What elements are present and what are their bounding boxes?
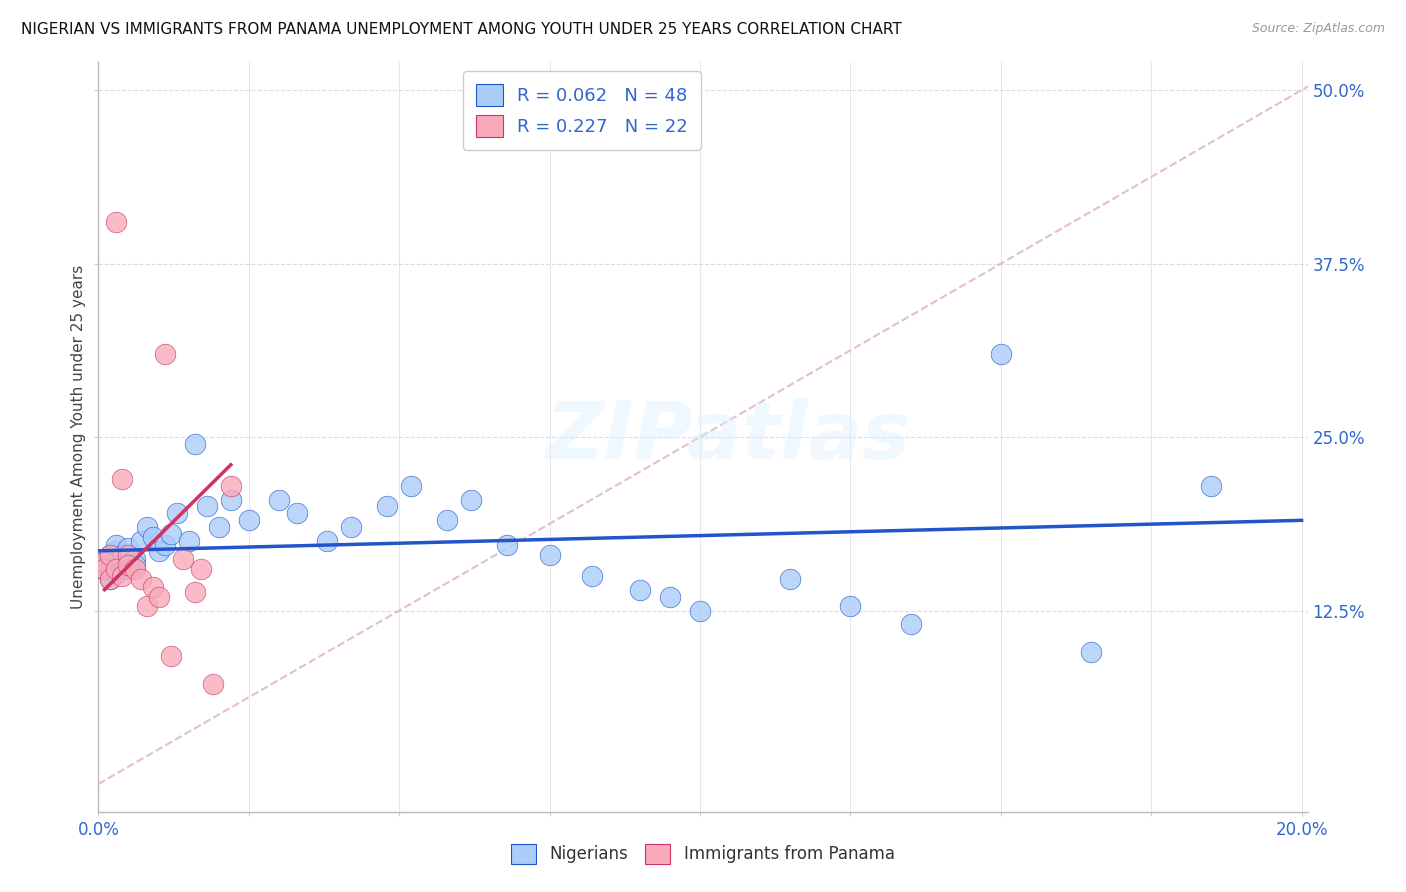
- Point: [1080, 645, 1102, 659]
- Text: ZIPatlas: ZIPatlas: [544, 398, 910, 476]
- Point: [148, 544, 170, 558]
- Point: [117, 541, 139, 555]
- Point: [219, 478, 242, 492]
- Point: [159, 649, 181, 664]
- Point: [111, 569, 134, 583]
- Point: [100, 572, 122, 586]
- Point: [93, 555, 115, 569]
- Point: [117, 558, 139, 572]
- Point: [460, 492, 482, 507]
- Point: [105, 566, 128, 580]
- Point: [105, 544, 128, 558]
- Point: [105, 538, 128, 552]
- Point: [201, 677, 224, 691]
- Point: [628, 582, 651, 597]
- Point: [105, 215, 128, 229]
- Point: [779, 572, 801, 586]
- Point: [267, 492, 290, 507]
- Point: [93, 562, 115, 576]
- Point: [142, 530, 165, 544]
- Point: [93, 562, 115, 576]
- Point: [658, 590, 681, 604]
- Point: [111, 558, 134, 572]
- Point: [436, 513, 458, 527]
- Text: NIGERIAN VS IMMIGRANTS FROM PANAMA UNEMPLOYMENT AMONG YOUTH UNDER 25 YEARS CORRE: NIGERIAN VS IMMIGRANTS FROM PANAMA UNEMP…: [21, 22, 901, 37]
- Point: [148, 590, 170, 604]
- Point: [375, 500, 398, 514]
- Point: [111, 548, 134, 562]
- Point: [153, 347, 176, 361]
- Point: [93, 558, 115, 572]
- Point: [129, 534, 152, 549]
- Point: [117, 562, 139, 576]
- Point: [172, 552, 194, 566]
- Point: [100, 548, 122, 562]
- Point: [166, 507, 188, 521]
- Point: [153, 538, 176, 552]
- Point: [900, 617, 922, 632]
- Point: [538, 548, 561, 562]
- Text: Source: ZipAtlas.com: Source: ZipAtlas.com: [1251, 22, 1385, 36]
- Legend: Nigerians, Immigrants from Panama: Nigerians, Immigrants from Panama: [505, 838, 901, 871]
- Point: [117, 548, 139, 562]
- Point: [93, 555, 115, 569]
- Point: [124, 562, 146, 576]
- Point: [1201, 478, 1223, 492]
- Point: [195, 500, 218, 514]
- Point: [159, 527, 181, 541]
- Point: [183, 585, 205, 599]
- Point: [124, 558, 146, 572]
- Point: [142, 580, 165, 594]
- Point: [105, 562, 128, 576]
- Point: [285, 507, 308, 521]
- Point: [316, 534, 339, 549]
- Point: [399, 478, 422, 492]
- Point: [129, 572, 152, 586]
- Point: [689, 603, 711, 617]
- Y-axis label: Unemployment Among Youth under 25 years: Unemployment Among Youth under 25 years: [70, 265, 86, 609]
- Point: [496, 538, 519, 552]
- Point: [219, 492, 242, 507]
- Point: [100, 548, 122, 562]
- Point: [190, 562, 212, 576]
- Point: [990, 347, 1012, 361]
- Point: [581, 569, 603, 583]
- Point: [183, 437, 205, 451]
- Point: [135, 520, 157, 534]
- Point: [177, 534, 200, 549]
- Point: [135, 599, 157, 614]
- Point: [100, 552, 122, 566]
- Point: [100, 572, 122, 586]
- Point: [208, 520, 231, 534]
- Point: [238, 513, 260, 527]
- Point: [839, 599, 862, 614]
- Point: [340, 520, 363, 534]
- Point: [111, 472, 134, 486]
- Point: [124, 552, 146, 566]
